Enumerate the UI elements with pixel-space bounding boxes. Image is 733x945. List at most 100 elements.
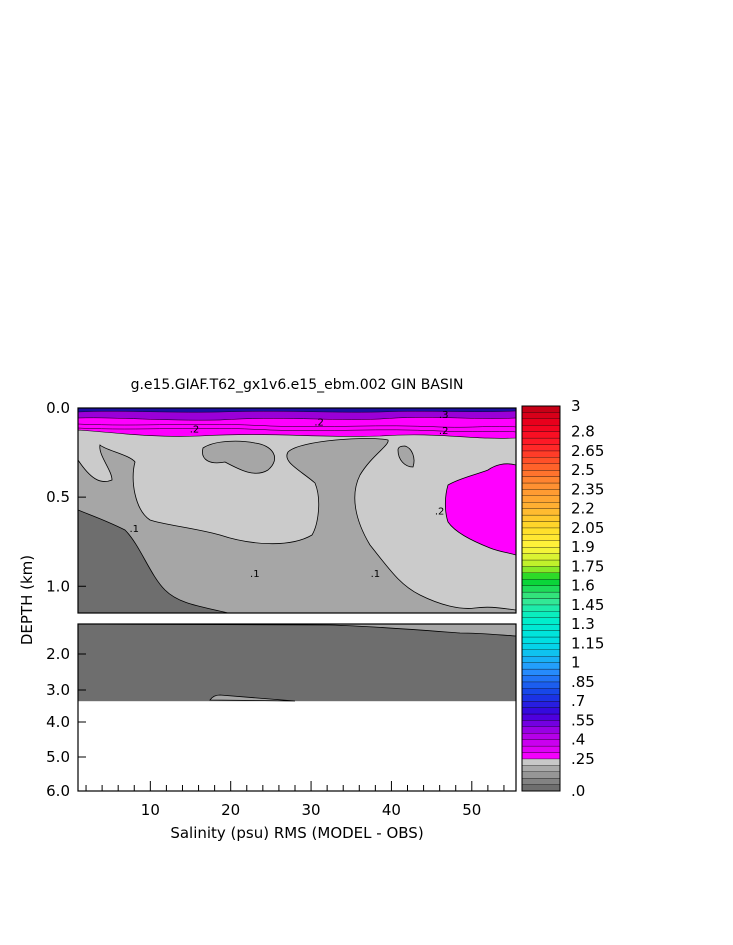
colorbar-swatch [521,739,561,747]
colorbar-swatch [521,765,561,772]
colorbar-tick-label: 2.05 [571,519,604,537]
colorbar-swatch [521,450,561,458]
contour-label: .2 [439,426,449,437]
y-tick-label: 0.0 [46,399,70,417]
colorbar-swatch [521,662,561,670]
region-mid-lower-top [78,624,516,637]
colorbar-swatch [521,707,561,715]
colorbar-swatch [521,559,561,567]
colorbar-tick-label: .4 [571,731,585,749]
region-high-patch [444,463,516,556]
region-mid-island-left [202,440,275,474]
colorbar-swatch [521,688,561,695]
colorbar-swatch [521,572,561,580]
contour-label: .2 [190,424,200,435]
colorbar-swatch [521,514,561,522]
colorbar-swatch [521,566,561,573]
x-tick-label: 10 [141,801,160,819]
colorbar-swatch [521,579,561,586]
colorbar-swatch [521,405,561,413]
colorbar-swatch [521,624,561,631]
region-mid-lower-bottom [209,694,296,702]
colorbar-frame [521,405,561,792]
y-tick-label: 2.0 [46,645,70,663]
upper-panel-frame [77,407,517,614]
upper-depth-panel: .2 .2 .2 .3 .1 .1 .1 .2 [78,408,516,613]
colorbar-swatch [521,636,561,644]
colorbar-tick-label: 1.45 [571,596,604,614]
colorbar-swatch [521,521,561,529]
colorbar-swatch [521,418,561,426]
y-tick-label: 5.0 [46,748,70,766]
contour-label: .2 [435,506,445,517]
colorbar-swatch [521,482,561,490]
y-tick-label: 1.0 [46,577,70,595]
x-tick-label: 50 [462,801,481,819]
colorbar-swatch [521,752,561,760]
colorbar-swatch [521,502,561,509]
x-tick-label: 20 [221,801,240,819]
contour-label: .3 [439,410,449,421]
colorbar-swatch [521,733,561,740]
region-mid-island-right [397,445,415,468]
colorbar-tick-label: .7 [571,692,585,710]
x-tick-label: 30 [302,801,321,819]
contour-label: .1 [371,569,381,580]
colorbar-swatch [521,591,561,599]
colorbar-tick-label: 2.2 [571,500,595,518]
x-tick-label: 40 [382,801,401,819]
colorbar-swatch [521,444,561,452]
colorbar-swatch [521,675,561,683]
colorbar-swatch [521,527,561,535]
colorbar-swatch [521,726,561,734]
colorbar-tick-label: 1.6 [571,577,595,595]
colorbar-swatch [521,758,561,766]
colorbar-swatch [521,540,561,548]
contour-label: .1 [129,524,139,535]
y-axis: 0.0 0.5 1.0 2.0 3.0 4.0 5.0 6.0 [46,399,86,800]
colorbar-swatch [521,694,561,702]
colorbar-labels: 32.82.652.52.352.22.051.91.751.61.451.31… [571,397,604,800]
colorbar-tick-label: 2.65 [571,442,604,460]
colorbar-swatch [521,681,561,689]
y-tick-label: 3.0 [46,681,70,699]
contour-labels: .2 .2 .2 .3 .1 .1 .1 .2 [129,410,448,580]
contour-line-surface [78,423,516,428]
colorbar-tick-label: 1.15 [571,634,604,652]
colorbar-swatch [521,720,561,727]
lower-panel-frame [77,623,517,792]
region-light [78,429,516,611]
colorbar-tick-label: 1.75 [571,557,604,575]
colorbar-swatch [521,553,561,561]
colorbar-swatch [521,643,561,650]
colorbar-swatch [521,778,561,785]
colorbar-swatch [521,771,561,779]
colorbar-swatch [521,745,561,753]
colorbar-swatch [521,701,561,708]
x-axis: 10 20 30 40 50 [85,781,505,819]
colorbar-swatch [521,598,561,606]
colorbar-tick-label: 2.8 [571,423,595,441]
colorbar-swatch [521,476,561,484]
colorbar-swatch [521,508,561,516]
colorbar-swatch [521,604,561,612]
colorbar-swatch [521,668,561,676]
colorbar [521,405,561,792]
y-tick-label: 4.0 [46,713,70,731]
region-deep-lower [78,624,516,702]
contour-label: .1 [250,569,260,580]
colorbar-swatch [521,784,561,792]
colorbar-swatch [521,547,561,554]
colorbar-swatch [521,630,561,638]
colorbar-tick-label: .25 [571,750,595,768]
colorbar-swatch [521,457,561,464]
colorbar-swatch [521,617,561,625]
colorbar-tick-label: .0 [571,782,585,800]
colorbar-swatch [521,649,561,657]
region-surface-dark [78,408,516,413]
colorbar-swatch [521,431,561,439]
y-axis-title: DEPTH (km) [18,555,36,645]
colorbar-tick-label: 2.5 [571,461,595,479]
x-axis-title: Salinity (psu) RMS (MODEL - OBS) [170,824,423,842]
